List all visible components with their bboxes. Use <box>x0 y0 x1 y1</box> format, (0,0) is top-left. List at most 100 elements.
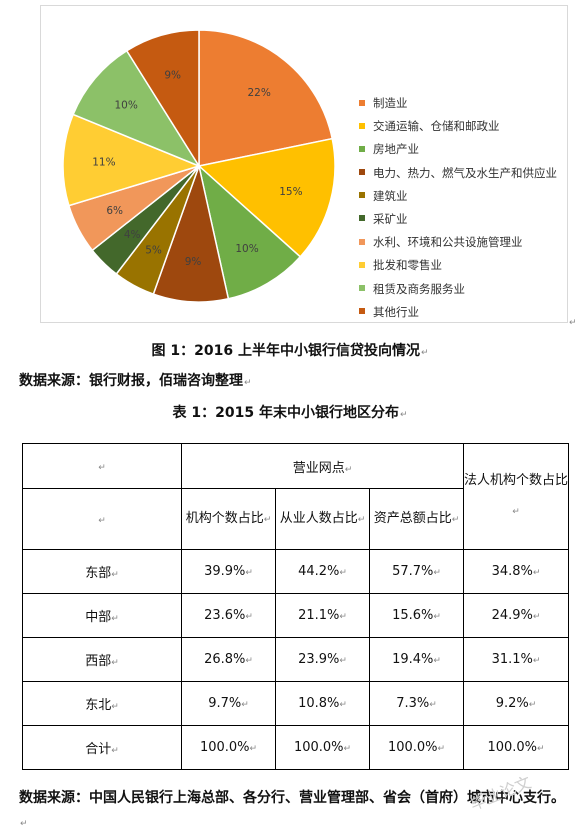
value-cell: 57.7%↵ <box>369 549 464 594</box>
legend-item: 房地产业 <box>359 138 557 161</box>
legend-label: 采矿业 <box>373 211 408 226</box>
value-cell: 19.4%↵ <box>369 637 464 682</box>
legend-swatch <box>359 122 365 129</box>
paragraph-mark: ↵ <box>20 819 28 829</box>
legal-header-cell: 法人机构个数占比↵ <box>463 443 569 550</box>
legend-swatch <box>359 261 365 268</box>
subheader-cell: 机构个数占比↵ <box>181 488 276 550</box>
legend-label: 制造业 <box>373 96 408 110</box>
region-cell: 西部↵ <box>22 637 182 682</box>
value-cell: 23.9%↵ <box>275 637 370 682</box>
value-cell: 39.9%↵ <box>181 549 276 594</box>
legend-swatch <box>359 238 365 245</box>
slice-data-label: 15% <box>279 186 302 198</box>
legend-item: 水利、环境和公共设施管理业 <box>359 231 557 254</box>
slice-data-label: 22% <box>248 87 271 99</box>
legend-label: 租赁及商务服务业 <box>373 281 465 296</box>
value-cell: 21.1%↵ <box>275 593 370 638</box>
value-cell: 7.3%↵ <box>369 681 464 726</box>
group-header-text: 营业网点 <box>292 460 345 476</box>
value-cell: 100.0%↵ <box>275 725 370 770</box>
figure-source: 数据来源：银行财报，佰瑞咨询整理↵ <box>19 369 252 395</box>
figure-caption: 图 1：2016 上半年中小银行信贷投向情况↵ <box>0 340 580 360</box>
value-cell: 34.8%↵ <box>463 549 569 594</box>
figure-source-text: 数据来源：银行财报，佰瑞咨询整理 <box>19 373 243 389</box>
table-caption: 表 1：2015 年末中小银行地区分布↵ <box>0 402 580 422</box>
slice-data-label: 6% <box>106 205 123 217</box>
legend-label: 交通运输、仓储和邮政业 <box>373 119 500 134</box>
value-cell: 9.7%↵ <box>181 681 276 726</box>
empty-corner-cell: ↵ <box>22 488 182 550</box>
value-cell: 24.9%↵ <box>463 593 569 638</box>
legend-swatch <box>359 215 365 222</box>
legend-item: 制造业 <box>359 92 557 115</box>
legend-item: 其他行业 <box>359 301 557 324</box>
table-source-text: 数据来源：中国人民银行上海总部、各分行、营业管理部、省会（首府）城市中心支行。 <box>19 790 565 806</box>
legend-label: 批发和零售业 <box>373 258 442 273</box>
legend-item: 交通运输、仓储和邮政业 <box>359 115 557 138</box>
region-cell: 东北↵ <box>22 681 182 726</box>
chart-legend: 制造业交通运输、仓储和邮政业 房地产业电力、热力、燃气及水生产和供应业 建筑业采矿业… <box>359 92 557 324</box>
slice-data-label: 4% <box>124 229 141 241</box>
pie-chart-area: 22% 15% 10% 9% 5% 4% 6% 11% 10% 9% 制造业交通运输、仓储和邮政业… <box>40 5 568 323</box>
slice-data-label: 5% <box>145 245 162 257</box>
value-cell: 9.2%↵ <box>463 681 569 726</box>
table-row: 合计↵ 100.0%↵ 100.0%↵ 100.0%↵ 100.0%↵ <box>22 725 569 770</box>
region-cell: 东部↵ <box>22 549 182 594</box>
value-cell: 26.8%↵ <box>181 637 276 682</box>
legal-header-text: 法人机构个数占比 <box>464 473 569 488</box>
pie-slice <box>125 29 200 169</box>
legend-item: 批发和零售业 <box>359 254 557 277</box>
pie-chart: 22% 15% 10% 9% 5% 4%6% 11% 10% 9% <box>62 29 336 303</box>
paragraph-mark: ↵ <box>569 318 577 328</box>
group-header-cell: 营业网点↵ <box>181 443 464 489</box>
value-cell: 31.1%↵ <box>463 637 569 682</box>
legend-label: 水利、环境和公共设施管理业 <box>373 235 523 250</box>
subheader-cell: 资产总额占比↵ <box>369 488 464 550</box>
pie-slice <box>197 163 302 300</box>
table-row: 中部↵ 23.6%↵ 21.1%↵ 15.6%↵ 24.9%↵ <box>22 593 569 638</box>
table-row: 西部↵ 26.8%↵ 23.9%↵ 19.4%↵ 31.1%↵ <box>22 637 569 682</box>
pie-slice <box>198 29 334 167</box>
table-header-row: ↵ 营业网点↵ 法人机构个数占比↵ <box>22 443 569 550</box>
legend-item: 采矿业 <box>359 208 557 231</box>
value-cell: 100.0%↵ <box>181 725 276 770</box>
pie-slice <box>72 49 201 168</box>
legend-label: 建筑业 <box>373 188 408 203</box>
value-cell: 23.6%↵ <box>181 593 276 638</box>
legend-swatch <box>359 285 365 291</box>
value-cell: 10.8%↵ <box>275 681 370 726</box>
table-row: 东部↵ 39.9%↵ 44.2%↵ 57.7%↵ 34.8%↵ <box>22 549 569 594</box>
table-source: 数据来源：中国人民银行上海总部、各分行、营业管理部、省会（首府）城市中心支行。 ↵ <box>19 786 569 836</box>
legend-label: 电力、热力、燃气及水生产和供应业 <box>373 165 557 180</box>
legend-item: 建筑业 <box>359 185 557 208</box>
legend-item: 租赁及商务服务业 <box>359 278 557 301</box>
legend-swatch <box>359 308 365 315</box>
legend-label: 房地产业 <box>373 142 419 157</box>
slice-data-label: 9% <box>185 256 202 268</box>
legend-item: 电力、热力、燃气及水生产和供应业 <box>359 162 557 185</box>
legend-label: 其他行业 <box>373 304 419 319</box>
legend-swatch <box>359 169 365 176</box>
region-distribution-table: ↵ 营业网点↵ 法人机构个数占比↵ ↵ 机构个数占比↵ 从业人数占比↵ 资产总额… <box>22 443 569 770</box>
slice-data-label: 10% <box>235 243 258 255</box>
slice-data-label: 11% <box>92 157 115 169</box>
empty-corner-cell: ↵ <box>22 443 182 489</box>
table-row: 东北↵ 9.7%↵ 10.8%↵ 7.3%↵ 9.2%↵ <box>22 681 569 726</box>
paragraph-mark: ↵ <box>399 410 408 420</box>
pie-slice <box>62 113 202 207</box>
value-cell: 44.2%↵ <box>275 549 370 594</box>
value-cell: 15.6%↵ <box>369 593 464 638</box>
value-cell: 100.0%↵ <box>463 725 569 770</box>
paragraph-mark: ↵ <box>420 348 429 358</box>
legend-swatch <box>359 99 365 106</box>
value-cell: 100.0%↵ <box>369 725 464 770</box>
table-caption-text: 表 1：2015 年末中小银行地区分布 <box>172 405 399 421</box>
slice-data-label: 9% <box>164 70 181 82</box>
paragraph-mark: ↵ <box>244 378 252 388</box>
region-cell: 合计↵ <box>22 725 182 770</box>
legend-swatch <box>359 145 365 152</box>
legend-swatch <box>359 192 365 199</box>
region-cell: 中部↵ <box>22 593 182 638</box>
slice-data-label: 10% <box>115 100 138 112</box>
